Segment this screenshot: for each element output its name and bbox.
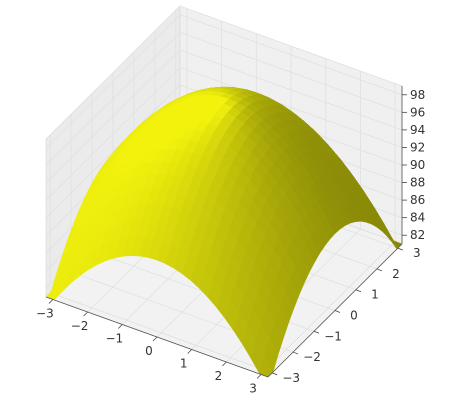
x-tick-mark (48, 299, 54, 304)
y-tick-label: 3 (413, 246, 421, 260)
y-tick-mark (355, 289, 362, 293)
y-tick-label: 0 (350, 309, 358, 323)
x-tick-label: 1 (180, 357, 188, 371)
z-tick-label: 88 (410, 176, 425, 190)
y-tick-label: −2 (303, 350, 321, 364)
z-tick-label: 98 (410, 88, 425, 102)
surface-plot (45, 86, 403, 378)
x-tick-label: 2 (215, 369, 223, 383)
x-tick-mark (118, 324, 123, 329)
z-tick-label: 82 (410, 228, 425, 242)
tick-marks (45, 86, 407, 379)
grid-line-z (45, 31, 403, 166)
x-tick-label: −1 (105, 332, 123, 346)
y-tick-label: −1 (324, 329, 342, 343)
x-tick-mark (152, 336, 158, 342)
x-tick-label: −2 (71, 319, 89, 333)
z-tick-label: 86 (410, 193, 425, 207)
x-tick-mark (222, 361, 227, 367)
x-tick-mark (83, 311, 88, 317)
z-tick-label: 84 (410, 211, 425, 225)
grid-line-z (45, 66, 403, 201)
x-tick-label: −3 (36, 307, 54, 321)
x-tick-label: 0 (145, 344, 153, 358)
grid-line-z (45, 49, 403, 184)
y-tick-label: −3 (282, 371, 300, 385)
x-tick-mark (256, 374, 262, 379)
x-tick-label: 3 (249, 382, 257, 396)
z-tick-label: 94 (410, 123, 425, 137)
y-tick-mark (334, 310, 341, 313)
z-tick-label: 90 (410, 158, 425, 172)
grid-line-z (45, 14, 403, 149)
y-tick-mark (272, 372, 278, 376)
y-tick-mark (397, 247, 403, 251)
z-tick-label: 92 (410, 140, 425, 154)
x-tick-mark (187, 349, 192, 354)
y-tick-label: 2 (392, 267, 400, 281)
y-tick-label: 1 (371, 288, 379, 302)
y-tick-mark (313, 330, 320, 334)
y-tick-mark (376, 268, 383, 272)
grid-line-z (45, 84, 403, 219)
y-tick-mark (292, 351, 299, 355)
z-tick-label: 96 (410, 105, 425, 119)
